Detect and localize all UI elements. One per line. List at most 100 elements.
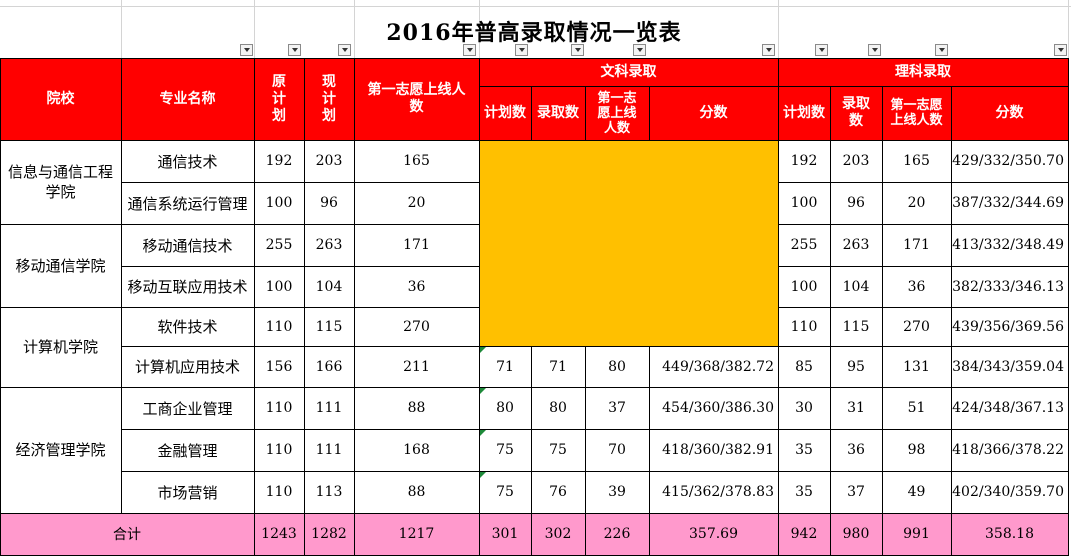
cell-first-text: 270 xyxy=(403,318,430,335)
cell-orig-text: 110 xyxy=(265,442,293,458)
filter-dropdown-icon[interactable] xyxy=(1054,44,1067,56)
header-first-choice: 第一志愿上线人数 xyxy=(354,58,479,140)
school-cell: 移动通信学院 xyxy=(0,224,121,307)
header-arts-score: 分数 xyxy=(649,86,778,140)
cell-s-admit-text: 36 xyxy=(847,442,865,458)
cell-major: 工商企业管理 xyxy=(121,387,254,429)
table-border xyxy=(0,58,1069,59)
cell-s-plan: 100 xyxy=(778,266,830,307)
cell-a-score: 449/368/382.72 xyxy=(649,346,778,387)
cell-s-score-text: 384/343/359.04 xyxy=(952,358,1064,375)
cell-s-score: 424/348/367.13 xyxy=(951,387,1068,429)
table-border xyxy=(649,346,650,556)
table-border xyxy=(778,513,1069,514)
header-school-text: 院校 xyxy=(46,90,75,107)
cell-major-text: 市场营销 xyxy=(157,483,218,502)
cell-note-marker xyxy=(480,347,486,353)
filter-dropdown-icon[interactable] xyxy=(515,44,528,56)
header-arts-admit-text: 录取数 xyxy=(537,104,579,121)
filter-dropdown-icon[interactable] xyxy=(815,44,828,56)
cell-s-score: 384/343/359.04 xyxy=(951,346,1068,387)
filter-dropdown-icon[interactable] xyxy=(463,44,476,56)
header-arts-admit: 录取数 xyxy=(531,86,585,140)
cell-cur: 111 xyxy=(304,429,354,471)
filter-dropdown-icon[interactable] xyxy=(240,44,253,56)
cell-s-first-text: 131 xyxy=(903,358,930,375)
cell-s-admit: 104 xyxy=(830,266,882,307)
cell-s-first: 131 xyxy=(882,346,951,387)
table-border xyxy=(778,307,1069,308)
cell-a-score-text: 418/360/382.91 xyxy=(662,442,774,458)
cell-a-plan: 71 xyxy=(479,346,531,387)
cell-first-text: 36 xyxy=(407,278,426,295)
cell-s-plan-text: 110 xyxy=(790,318,818,335)
cell-s-admit-text: 263 xyxy=(842,237,870,253)
filter-dropdown-icon[interactable] xyxy=(868,44,881,56)
cell-s-score: 439/356/369.56 xyxy=(951,307,1068,346)
cell-s-first: 98 xyxy=(882,429,951,471)
filter-dropdown-icon[interactable] xyxy=(935,44,948,56)
total-a-admit: 302 xyxy=(531,513,585,555)
cell-s-score-text: 382/333/346.13 xyxy=(952,278,1064,295)
cell-s-admit-text: 31 xyxy=(847,400,865,416)
filter-dropdown-icon[interactable] xyxy=(338,44,351,56)
table-border xyxy=(121,266,480,267)
filter-dropdown-icon[interactable] xyxy=(288,44,301,56)
cell-s-plan-text: 85 xyxy=(795,358,813,375)
cell-s-admit: 263 xyxy=(830,224,882,266)
cell-orig: 192 xyxy=(254,140,304,182)
cell-cur-text: 111 xyxy=(315,400,343,416)
gridline xyxy=(254,0,255,58)
header-school: 院校 xyxy=(0,58,121,140)
gridline xyxy=(479,0,480,58)
cell-a-plan: 80 xyxy=(479,387,531,429)
cell-a-score: 418/360/382.91 xyxy=(649,429,778,471)
cell-orig-text: 255 xyxy=(265,237,293,253)
cell-a-score-text: 415/362/378.83 xyxy=(662,484,774,500)
gridline xyxy=(778,0,779,58)
cell-first-text: 88 xyxy=(407,400,426,416)
table-border xyxy=(479,471,779,472)
total-orig-text: 1243 xyxy=(261,526,297,542)
cell-cur: 166 xyxy=(304,346,354,387)
cell-s-first-text: 98 xyxy=(907,442,926,458)
cell-first: 211 xyxy=(354,346,479,387)
cell-s-admit-text: 95 xyxy=(847,358,865,375)
cell-s-plan: 35 xyxy=(778,429,830,471)
cell-s-plan-text: 35 xyxy=(795,484,813,500)
cell-s-admit: 37 xyxy=(830,471,882,513)
cell-a-admit: 80 xyxy=(531,387,585,429)
total-cur: 1282 xyxy=(304,513,354,555)
cell-s-score-text: 418/366/378.22 xyxy=(952,442,1064,458)
cell-cur-text: 115 xyxy=(315,318,343,335)
total-first-text: 1217 xyxy=(398,526,435,542)
table-border xyxy=(121,182,480,183)
cell-s-first: 49 xyxy=(882,471,951,513)
cell-cur-text: 203 xyxy=(315,153,343,169)
filter-dropdown-icon[interactable] xyxy=(762,44,775,56)
header-cur-plan: 现计划 xyxy=(304,58,354,140)
cell-a-plan-text: 75 xyxy=(496,442,514,458)
filter-dropdown-icon[interactable] xyxy=(633,44,646,56)
cell-s-score: 418/366/378.22 xyxy=(951,429,1068,471)
total-a-plan: 301 xyxy=(479,513,531,555)
cell-s-first: 51 xyxy=(882,387,951,429)
table-border xyxy=(121,58,122,514)
cell-first: 171 xyxy=(354,224,479,266)
filter-dropdown-icon[interactable] xyxy=(571,44,584,56)
table-border xyxy=(531,86,532,141)
total-s-first: 991 xyxy=(882,513,951,555)
table-border xyxy=(830,86,831,556)
cell-cur: 113 xyxy=(304,471,354,513)
cell-s-admit: 31 xyxy=(830,387,882,429)
cell-a-admit: 76 xyxy=(531,471,585,513)
total-cur-text: 1282 xyxy=(311,526,347,542)
cell-s-score: 402/340/359.70 xyxy=(951,471,1068,513)
total-s-admit: 980 xyxy=(830,513,882,555)
table-border xyxy=(0,58,1,556)
total-s-plan-text: 942 xyxy=(790,526,818,542)
school-cell-text: 信息与通信工程学院 xyxy=(7,163,113,201)
table-border xyxy=(0,307,480,308)
table-border xyxy=(778,429,1069,430)
school-cell: 信息与通信工程学院 xyxy=(0,140,121,224)
